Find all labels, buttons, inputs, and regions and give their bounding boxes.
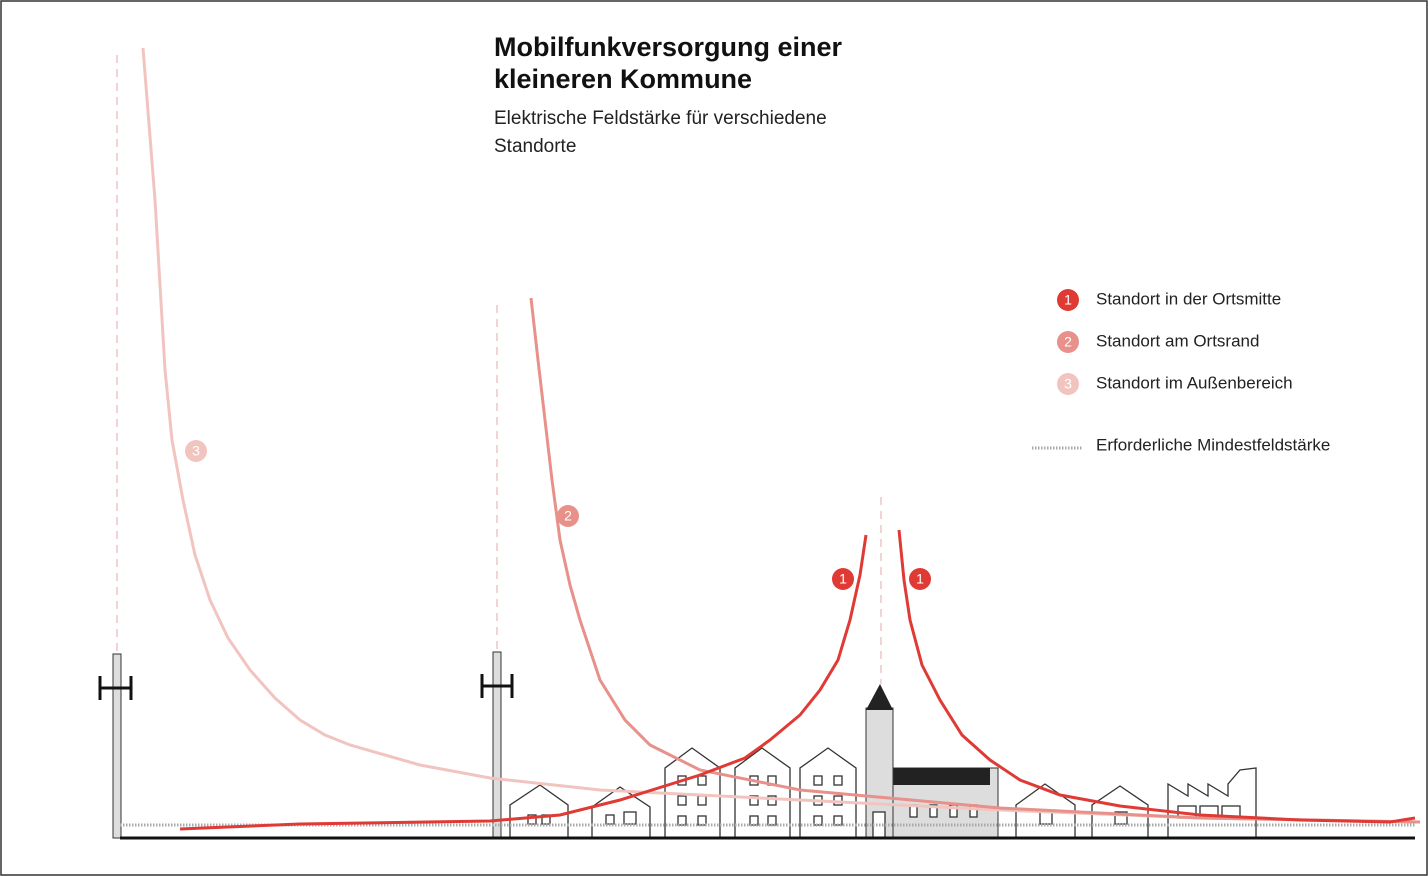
curve-labels: 3 2 1 1: [185, 440, 931, 590]
masts: [98, 651, 514, 839]
badge-number: 2: [564, 508, 572, 524]
title-line: Mobilfunkversorgung einer: [494, 32, 843, 62]
legend: 1 Standort in der Ortsmitte 2 Standort am O…: [1057, 289, 1330, 454]
legend-label: Standort in der Ortsmitte: [1096, 289, 1281, 308]
badge-number: 3: [192, 443, 200, 459]
subtitle-line: Standorte: [494, 136, 576, 157]
badge: [185, 440, 207, 462]
subtitle-line: Elektrische Feldstärke für verschiedene: [494, 108, 827, 129]
badge: [832, 568, 854, 590]
badge: [557, 505, 579, 527]
legend-label: Standort am Ortsrand: [1096, 331, 1259, 350]
badge-number: 1: [839, 571, 847, 587]
legend-label: Erforderliche Mindestfeldstärke: [1096, 435, 1330, 454]
badge: [1057, 331, 1079, 353]
curves: [141, 47, 1421, 831]
badge-number: 2: [1064, 334, 1072, 350]
legend-label: Standort im Außenbereich: [1096, 373, 1293, 392]
badge-number: 1: [916, 571, 924, 587]
badge: [1057, 373, 1079, 395]
mast-axes: [116, 55, 882, 684]
badge-number: 3: [1064, 376, 1072, 392]
badge: [1057, 289, 1079, 311]
title-line: kleineren Kommune: [494, 64, 752, 94]
badge-number: 1: [1064, 292, 1072, 308]
badge: [909, 568, 931, 590]
